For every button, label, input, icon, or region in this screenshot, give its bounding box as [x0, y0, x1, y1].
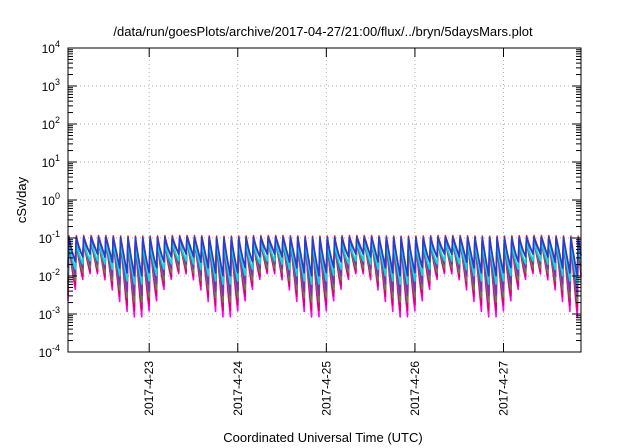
y-tick-label: 10-2 — [39, 267, 60, 284]
chart-title: /data/run/goesPlots/archive/2017-04-27/2… — [113, 24, 533, 39]
series-group — [67, 234, 582, 318]
y-tick-label: 101 — [42, 153, 60, 170]
y-tick-label: 104 — [42, 39, 60, 56]
x-tick-label: 2017-4-26 — [408, 361, 422, 416]
x-tick-label: 2017-4-23 — [142, 361, 156, 416]
y-axis-label: cSv/day — [14, 176, 29, 223]
x-tick-label: 2017-4-25 — [319, 361, 333, 416]
y-tick-label: 100 — [42, 191, 60, 208]
x-tick-label: 2017-4-24 — [231, 361, 245, 416]
y-tick-label: 10-4 — [39, 343, 60, 360]
series-line-5 — [67, 241, 582, 285]
y-tick-label: 103 — [42, 77, 60, 94]
x-axis-tick-labels: 2017-4-23 2017-4-24 2017-4-25 2017-4-26 2017… — [142, 361, 510, 416]
y-tick-label: 10-1 — [39, 229, 60, 246]
y-axis-tick-labels: 10-4 10-3 10-2 10-1 100 101 102 103 104 — [39, 39, 60, 360]
y-tick-label: 10-3 — [39, 305, 60, 322]
series-line-4 — [67, 237, 582, 297]
series-line-7 — [67, 236, 582, 277]
y-tick-label: 102 — [42, 115, 60, 132]
axis-ticks — [68, 47, 581, 353]
x-axis-label: Coordinated Universal Time (UTC) — [223, 430, 422, 445]
x-tick-label: 2017-4-27 — [496, 361, 510, 416]
